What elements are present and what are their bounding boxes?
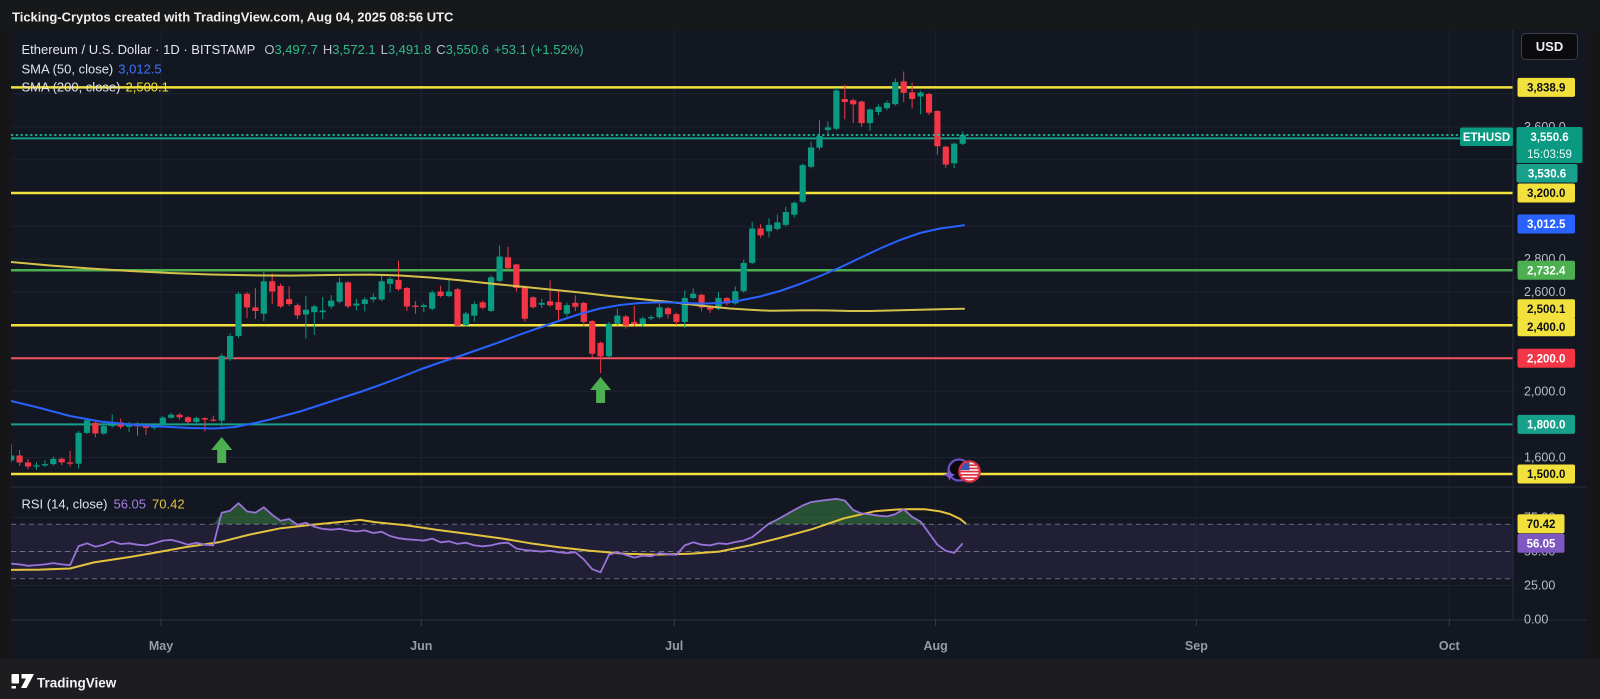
svg-text:3,550.6: 3,550.6 (1530, 132, 1568, 144)
svg-text:Ticking-Cryptos created with T: Ticking-Cryptos created with TradingView… (12, 10, 454, 25)
svg-text:56.05: 56.05 (1527, 539, 1556, 551)
svg-text:25.00: 25.00 (1524, 579, 1555, 593)
svg-text:3,200.0: 3,200.0 (1527, 188, 1565, 200)
svg-text:2,500.1: 2,500.1 (1527, 304, 1566, 316)
svg-text:3,530.6: 3,530.6 (1528, 169, 1566, 181)
svg-text:SMA (50, close)3,012.5: SMA (50, close) 3,012.5 (22, 62, 162, 77)
svg-text:ETHUSD: ETHUSD (1463, 132, 1510, 144)
svg-text:1,800.0: 1,800.0 (1527, 420, 1565, 432)
svg-text:2,732.4: 2,732.4 (1527, 266, 1566, 278)
svg-text:15:03:59: 15:03:59 (1527, 149, 1572, 161)
svg-text:SMA (200, close)2,500.1: SMA (200, close) 2,500.1 (22, 80, 169, 95)
svg-text:Jun: Jun (410, 639, 432, 653)
svg-text:70.42: 70.42 (1527, 519, 1556, 531)
svg-text:2,200.0: 2,200.0 (1527, 354, 1565, 366)
svg-text:2,400.0: 2,400.0 (1527, 322, 1565, 334)
svg-text:Oct: Oct (1439, 639, 1461, 653)
svg-text:3,012.5: 3,012.5 (1527, 219, 1566, 231)
svg-text:USD: USD (1536, 39, 1563, 54)
svg-text:3,838.9: 3,838.9 (1527, 83, 1565, 95)
svg-text:0.00: 0.00 (1524, 613, 1548, 627)
svg-text:2,600.0: 2,600.0 (1524, 285, 1566, 299)
svg-text:1,500.0: 1,500.0 (1527, 469, 1565, 481)
svg-text:Aug: Aug (923, 639, 947, 653)
svg-text:2,000.0: 2,000.0 (1524, 384, 1566, 398)
svg-text:Ethereum / U.S. Dollar · 1D ·: Ethereum / U.S. Dollar · 1D · BITSTAMP O3… (22, 42, 584, 57)
svg-text:Jul: Jul (665, 639, 683, 653)
svg-text:May: May (149, 639, 173, 653)
svg-text:Sep: Sep (1185, 639, 1208, 653)
svg-text:TradingView: TradingView (37, 676, 117, 691)
svg-text:1,600.0: 1,600.0 (1524, 451, 1566, 465)
